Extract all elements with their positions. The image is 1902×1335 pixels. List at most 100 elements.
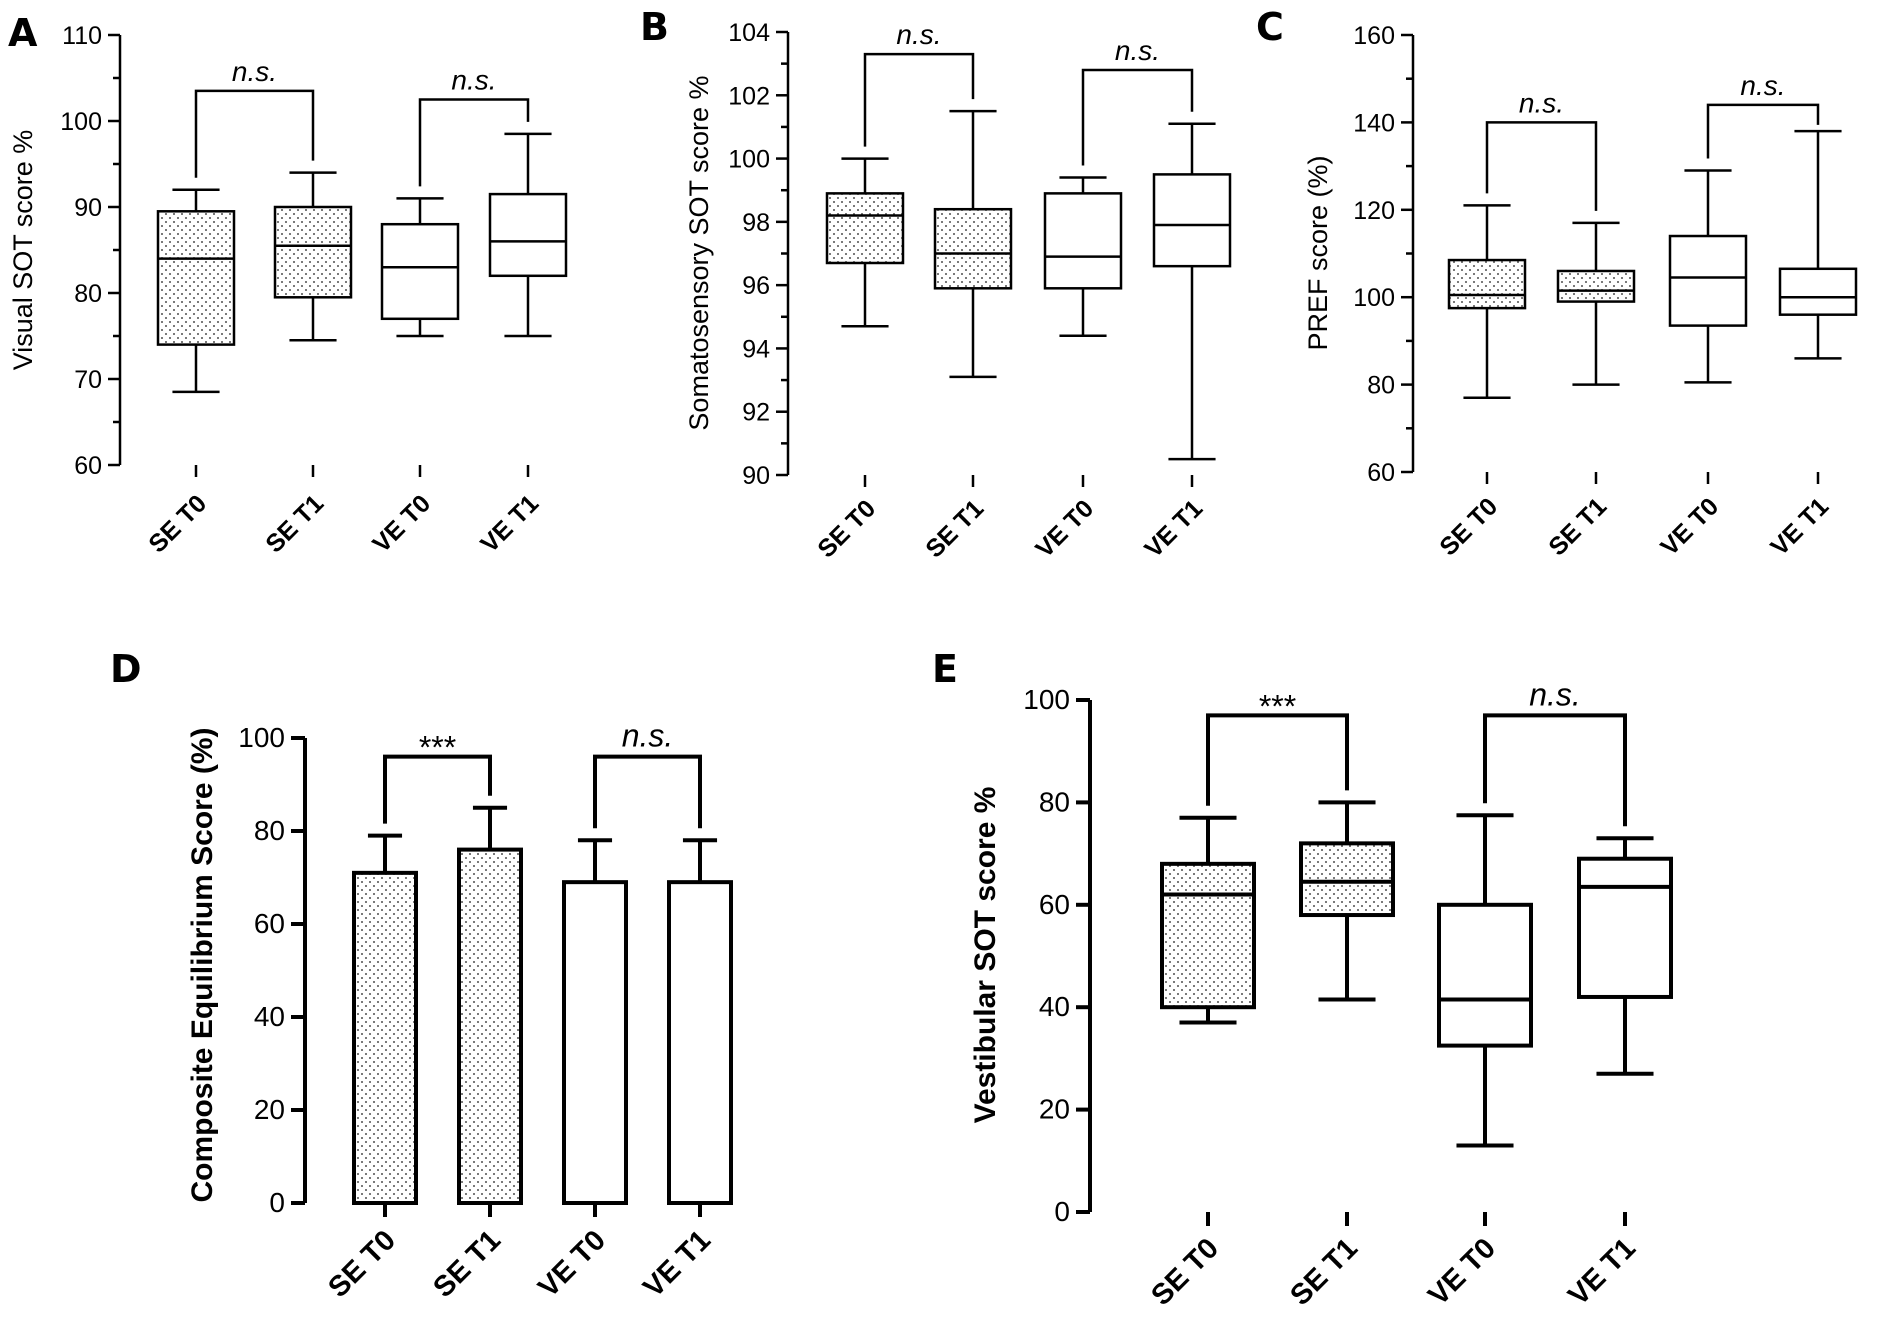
x-category-label: SE T1 bbox=[920, 494, 989, 563]
box-2 bbox=[1437, 813, 1533, 1148]
y-axis-label: Vestibular SOT score % bbox=[969, 787, 1002, 1124]
x-category-label: VE T1 bbox=[475, 489, 544, 558]
bar-1 bbox=[457, 805, 523, 1205]
significance-label: n.s. bbox=[1529, 676, 1581, 712]
bar-3 bbox=[667, 838, 733, 1206]
significance-label: *** bbox=[419, 730, 456, 766]
box-1 bbox=[1556, 221, 1636, 386]
y-tick-label: 70 bbox=[74, 366, 102, 394]
bar bbox=[352, 870, 418, 1205]
box-iqr bbox=[933, 207, 1013, 290]
x-category-label: SE T1 bbox=[1284, 1232, 1364, 1312]
y-tick-label: 100 bbox=[60, 108, 102, 136]
x-category-label: SE T0 bbox=[812, 494, 881, 563]
box-iqr bbox=[1447, 258, 1527, 310]
significance-bracket bbox=[1081, 68, 1194, 166]
box-iqr bbox=[1668, 234, 1748, 327]
box-iqr bbox=[380, 222, 460, 321]
significance-label: n.s. bbox=[232, 56, 277, 87]
y-axis-label: Somatosensory SOT score % bbox=[684, 75, 714, 430]
x-category-label: VE T0 bbox=[1655, 492, 1724, 561]
panel-e: E 0 20 40 60 80 100 Vestibular SOT score % SE T0… bbox=[932, 647, 1673, 1312]
y-tick-label: 60 bbox=[1367, 459, 1395, 487]
panel-d: D 0 20 40 60 80 100 Composite Equilibrium Score… bbox=[110, 647, 733, 1304]
box-2 bbox=[1668, 169, 1748, 384]
box-0 bbox=[1160, 815, 1256, 1025]
y-tick-label: 98 bbox=[742, 209, 770, 237]
y-tick-label: 100 bbox=[238, 722, 285, 753]
significance-bracket bbox=[383, 754, 492, 824]
x-category-label: VE T1 bbox=[1562, 1232, 1642, 1312]
box-3 bbox=[1152, 122, 1232, 461]
box-3 bbox=[1778, 129, 1858, 360]
panel-letter: B bbox=[640, 5, 669, 49]
y-axis-label: PREF score (%) bbox=[1303, 155, 1333, 350]
x-category-label: VE T0 bbox=[367, 489, 436, 558]
box-iqr bbox=[1778, 267, 1858, 316]
y-tick-label: 80 bbox=[74, 280, 102, 308]
y-tick-label: 96 bbox=[742, 272, 770, 300]
y-axis-label: Visual SOT score % bbox=[8, 130, 38, 371]
y-tick-label: 80 bbox=[1039, 786, 1070, 817]
significance-label: n.s. bbox=[1115, 35, 1160, 66]
box-iqr bbox=[1299, 841, 1395, 918]
box-iqr bbox=[1043, 192, 1123, 290]
y-tick-label: 94 bbox=[742, 335, 770, 363]
y-tick-label: 104 bbox=[728, 19, 770, 47]
bar-0 bbox=[352, 833, 418, 1205]
panel-c: C 60 80 100 120 140 160 PREF score (%) SE T0 SE T… bbox=[1256, 5, 1858, 561]
bar bbox=[562, 880, 628, 1206]
x-category-label: VE T1 bbox=[1765, 492, 1834, 561]
y-tick-label: 0 bbox=[1054, 1196, 1070, 1227]
box-0 bbox=[825, 157, 905, 328]
significance-label: n.s. bbox=[622, 718, 674, 754]
panel-letter: E bbox=[932, 647, 958, 691]
box-iqr bbox=[825, 192, 905, 265]
bar-2 bbox=[562, 838, 628, 1206]
box-1 bbox=[933, 109, 1013, 379]
y-tick-label: 140 bbox=[1353, 109, 1395, 137]
box-iqr bbox=[273, 205, 353, 299]
y-axis-label: Composite Equilibrium Score (%) bbox=[186, 727, 219, 1202]
y-tick-label: 40 bbox=[254, 1001, 285, 1032]
y-tick-label: 92 bbox=[742, 399, 770, 427]
x-category-label: VE T0 bbox=[1030, 494, 1099, 563]
x-category-label: VE T0 bbox=[1422, 1232, 1502, 1312]
y-tick-label: 160 bbox=[1353, 22, 1395, 50]
box-iqr bbox=[1556, 269, 1636, 303]
significance-bracket bbox=[863, 52, 975, 147]
panel-letter: D bbox=[110, 647, 142, 691]
x-category-label: SE T0 bbox=[322, 1224, 402, 1304]
significance-label: n.s. bbox=[1519, 87, 1564, 118]
x-category-label: SE T1 bbox=[260, 489, 329, 558]
box-iqr bbox=[1437, 902, 1533, 1048]
significance-bracket bbox=[194, 89, 315, 178]
panel-letter: A bbox=[8, 11, 38, 55]
box-3 bbox=[1577, 836, 1673, 1076]
significance-bracket bbox=[418, 98, 530, 187]
y-tick-label: 20 bbox=[1039, 1094, 1070, 1125]
significance-bracket bbox=[1483, 713, 1627, 827]
bar bbox=[457, 847, 523, 1205]
y-tick-label: 80 bbox=[1367, 372, 1395, 400]
x-category-label: SE T0 bbox=[1145, 1232, 1225, 1312]
x-category-label: SE T1 bbox=[1543, 492, 1612, 561]
box-3 bbox=[488, 132, 568, 338]
x-category-label: SE T1 bbox=[427, 1224, 507, 1304]
panel-letter: C bbox=[1256, 5, 1284, 49]
y-tick-label: 40 bbox=[1039, 991, 1070, 1022]
y-tick-label: 102 bbox=[728, 82, 770, 110]
significance-label: n.s. bbox=[1740, 70, 1785, 101]
y-tick-label: 110 bbox=[62, 22, 102, 50]
box-0 bbox=[1447, 204, 1527, 399]
x-category-label: VE T1 bbox=[1139, 494, 1208, 563]
y-tick-label: 100 bbox=[1353, 284, 1395, 312]
y-tick-label: 60 bbox=[254, 908, 285, 939]
y-tick-label: 80 bbox=[254, 815, 285, 846]
box-1 bbox=[1299, 800, 1395, 1002]
box-0 bbox=[156, 188, 236, 394]
x-category-label: SE T0 bbox=[1434, 492, 1503, 561]
box-iqr bbox=[1577, 856, 1673, 999]
panel-a: A 60 70 80 90 100 110 Visual SOT score % SE T0 SE… bbox=[8, 11, 568, 558]
